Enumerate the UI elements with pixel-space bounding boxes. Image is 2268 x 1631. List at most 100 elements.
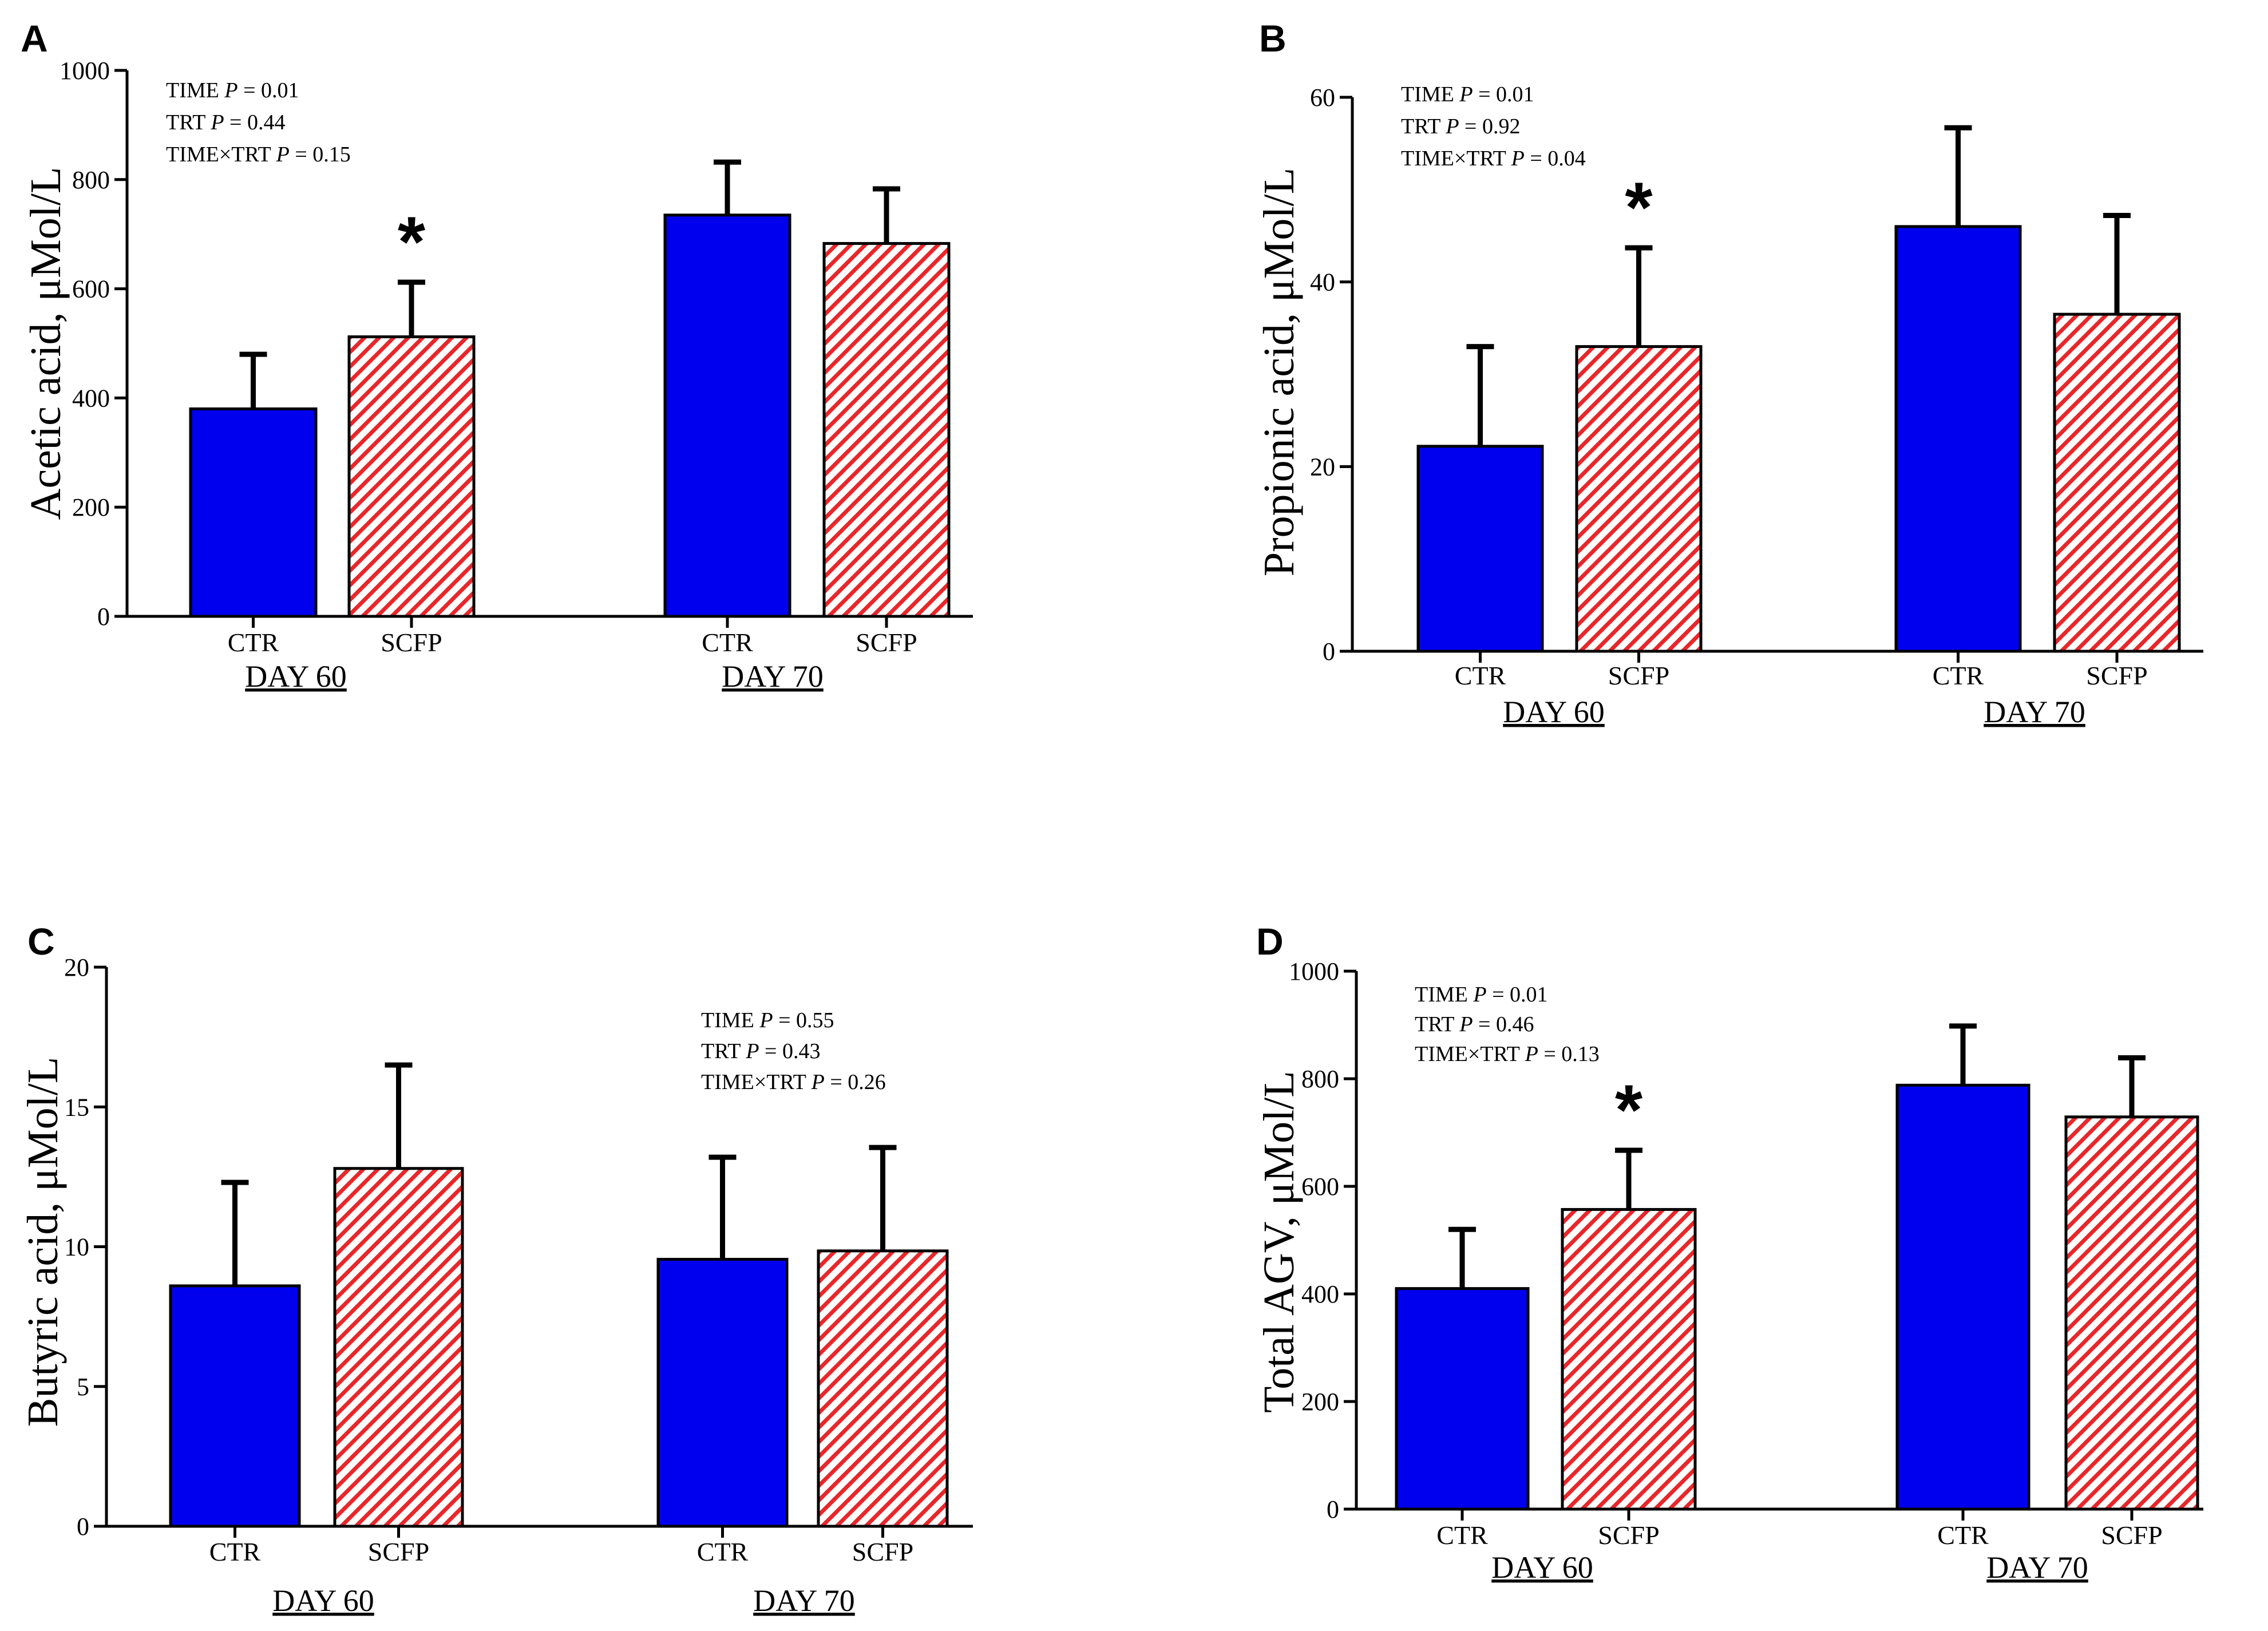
group-label: DAY 60 (1503, 695, 1605, 729)
group-label: DAY 70 (1984, 695, 2085, 729)
bar-ctr-day70 (1894, 225, 2022, 653)
stats-p: P (1473, 983, 1486, 1007)
y-tick-label: 1000 (1289, 957, 1339, 985)
category-label: CTR (1933, 661, 1984, 690)
y-tick-label: 400 (72, 384, 110, 412)
bar-ctr-day60 (189, 407, 318, 618)
y-tick-label: 800 (72, 166, 110, 194)
stats-prefix: TIME (1401, 82, 1459, 106)
category-label: CTR (697, 1537, 749, 1566)
bar-scfp-day70 (2053, 312, 2181, 653)
panel-letter: D (1256, 920, 1284, 963)
category-label: SCFP (1608, 661, 1669, 690)
stats-p: P (1459, 82, 1473, 106)
y-tick-label: 0 (1327, 1495, 1339, 1523)
stats-prefix: TIME×TRT (166, 142, 276, 167)
y-axis-label: Propionic acid, μMol/L (1255, 168, 1303, 576)
stats-value: = 0.01 (1487, 983, 1548, 1007)
bar-scfp-day60 (347, 335, 476, 618)
y-tick-label: 20 (64, 953, 89, 981)
stats-annotation: TIME P = 0.55 TRT P = 0.43 TIME×TRT P = 0.… (701, 1008, 886, 1094)
y-tick-label: 10 (64, 1233, 89, 1261)
stats-value: = 0.15 (290, 142, 351, 167)
bar-ctr-day60 (169, 1284, 301, 1528)
stats-line: TRT P = 0.92 (1401, 114, 1520, 138)
bar-ctr-day60 (1416, 445, 1544, 653)
y-tick-label: 20 (1310, 453, 1335, 481)
stats-p: P (1459, 1012, 1473, 1036)
stats-prefix: TIME (166, 78, 224, 102)
stats-value: = 0.92 (1459, 114, 1521, 138)
stats-line: TIME P = 0.01 (1401, 82, 1534, 106)
stats-p: P (759, 1008, 773, 1032)
y-axis-label: Acetic acid, μMol/L (22, 167, 70, 520)
panel-c: C CTR SCFP DAY 60 CTR SCFP DAY 70 0 5 10 15 20 Butyr… (19, 920, 973, 1618)
bar-scfp-day70 (2064, 1115, 2199, 1511)
panel-letter: A (21, 17, 48, 60)
y-tick-label: 200 (72, 493, 110, 521)
stats-line: TIME×TRT P = 0.15 (166, 142, 351, 167)
stats-value: = 0.13 (1538, 1042, 1600, 1066)
stats-line: TRT P = 0.44 (166, 110, 285, 134)
stats-value: = 0.55 (773, 1008, 834, 1032)
stats-prefix: TIME×TRT (1401, 147, 1511, 171)
category-label: CTR (1937, 1521, 1989, 1550)
category-label: SCFP (856, 628, 917, 657)
category-label: CTR (1455, 661, 1506, 690)
category-label: SCFP (381, 628, 442, 657)
group-label: DAY 70 (753, 1584, 855, 1618)
y-tick-label: 600 (72, 275, 110, 303)
stats-line: TIME×TRT P = 0.04 (1401, 147, 1586, 171)
category-label: SCFP (2086, 661, 2147, 690)
bar-scfp-day70 (822, 242, 951, 618)
y-tick-label: 200 (1301, 1388, 1339, 1416)
stats-annotation: TIME P = 0.01 TRT P = 0.92 TIME×TRT P = 0.… (1401, 82, 1586, 171)
y-tick-label: 1000 (60, 57, 110, 85)
y-tick-label: 60 (1310, 84, 1335, 112)
panel-letter: B (1259, 17, 1287, 60)
stats-line: TIME P = 0.01 (166, 78, 299, 102)
stats-annotation: TIME P = 0.01 TRT P = 0.46 TIME×TRT P = 0.… (1415, 983, 1600, 1066)
stats-line: TIME×TRT P = 0.13 (1415, 1042, 1600, 1066)
category-label: SCFP (2101, 1521, 2162, 1550)
stats-prefix: TRT (1401, 114, 1446, 138)
y-tick-label: 400 (1301, 1280, 1339, 1308)
y-axis-label: Total AGV, μMol/L (1255, 1071, 1303, 1413)
y-tick-label: 800 (1301, 1065, 1339, 1093)
stats-prefix: TIME×TRT (1415, 1042, 1525, 1066)
stats-line: TIME P = 0.01 (1415, 983, 1548, 1007)
bar-scfp-day70 (817, 1249, 949, 1528)
significance-star: * (1615, 1071, 1643, 1150)
stats-p: P (811, 1070, 825, 1094)
stats-p: P (1525, 1042, 1538, 1066)
stats-value: = 0.43 (759, 1039, 821, 1063)
category-label: SCFP (852, 1537, 913, 1566)
bar-ctr-day70 (656, 1257, 789, 1528)
stats-value: = 0.01 (238, 78, 299, 102)
category-label: CTR (228, 628, 279, 657)
stats-value: = 0.46 (1473, 1012, 1534, 1036)
stats-prefix: TRT (166, 110, 211, 134)
stats-value: = 0.44 (224, 110, 286, 134)
stats-p: P (224, 78, 238, 102)
stats-p: P (276, 142, 290, 167)
bar-ctr-day70 (1895, 1083, 2030, 1511)
stats-prefix: TRT (1415, 1012, 1459, 1036)
category-label: CTR (209, 1537, 261, 1566)
group-label: DAY 70 (1986, 1550, 2088, 1585)
category-label: CTR (1436, 1521, 1488, 1550)
stats-line: TRT P = 0.46 (1415, 1012, 1534, 1036)
bar-scfp-day60 (1575, 345, 1703, 653)
significance-star: * (1625, 168, 1653, 247)
stats-p: P (210, 110, 224, 134)
y-tick-label: 0 (1323, 638, 1335, 666)
group-label: DAY 70 (722, 659, 824, 694)
bar-scfp-day60 (1561, 1208, 1697, 1511)
y-tick-label: 15 (64, 1093, 89, 1121)
stats-value: = 0.04 (1525, 147, 1586, 171)
group-label: DAY 60 (272, 1584, 374, 1618)
